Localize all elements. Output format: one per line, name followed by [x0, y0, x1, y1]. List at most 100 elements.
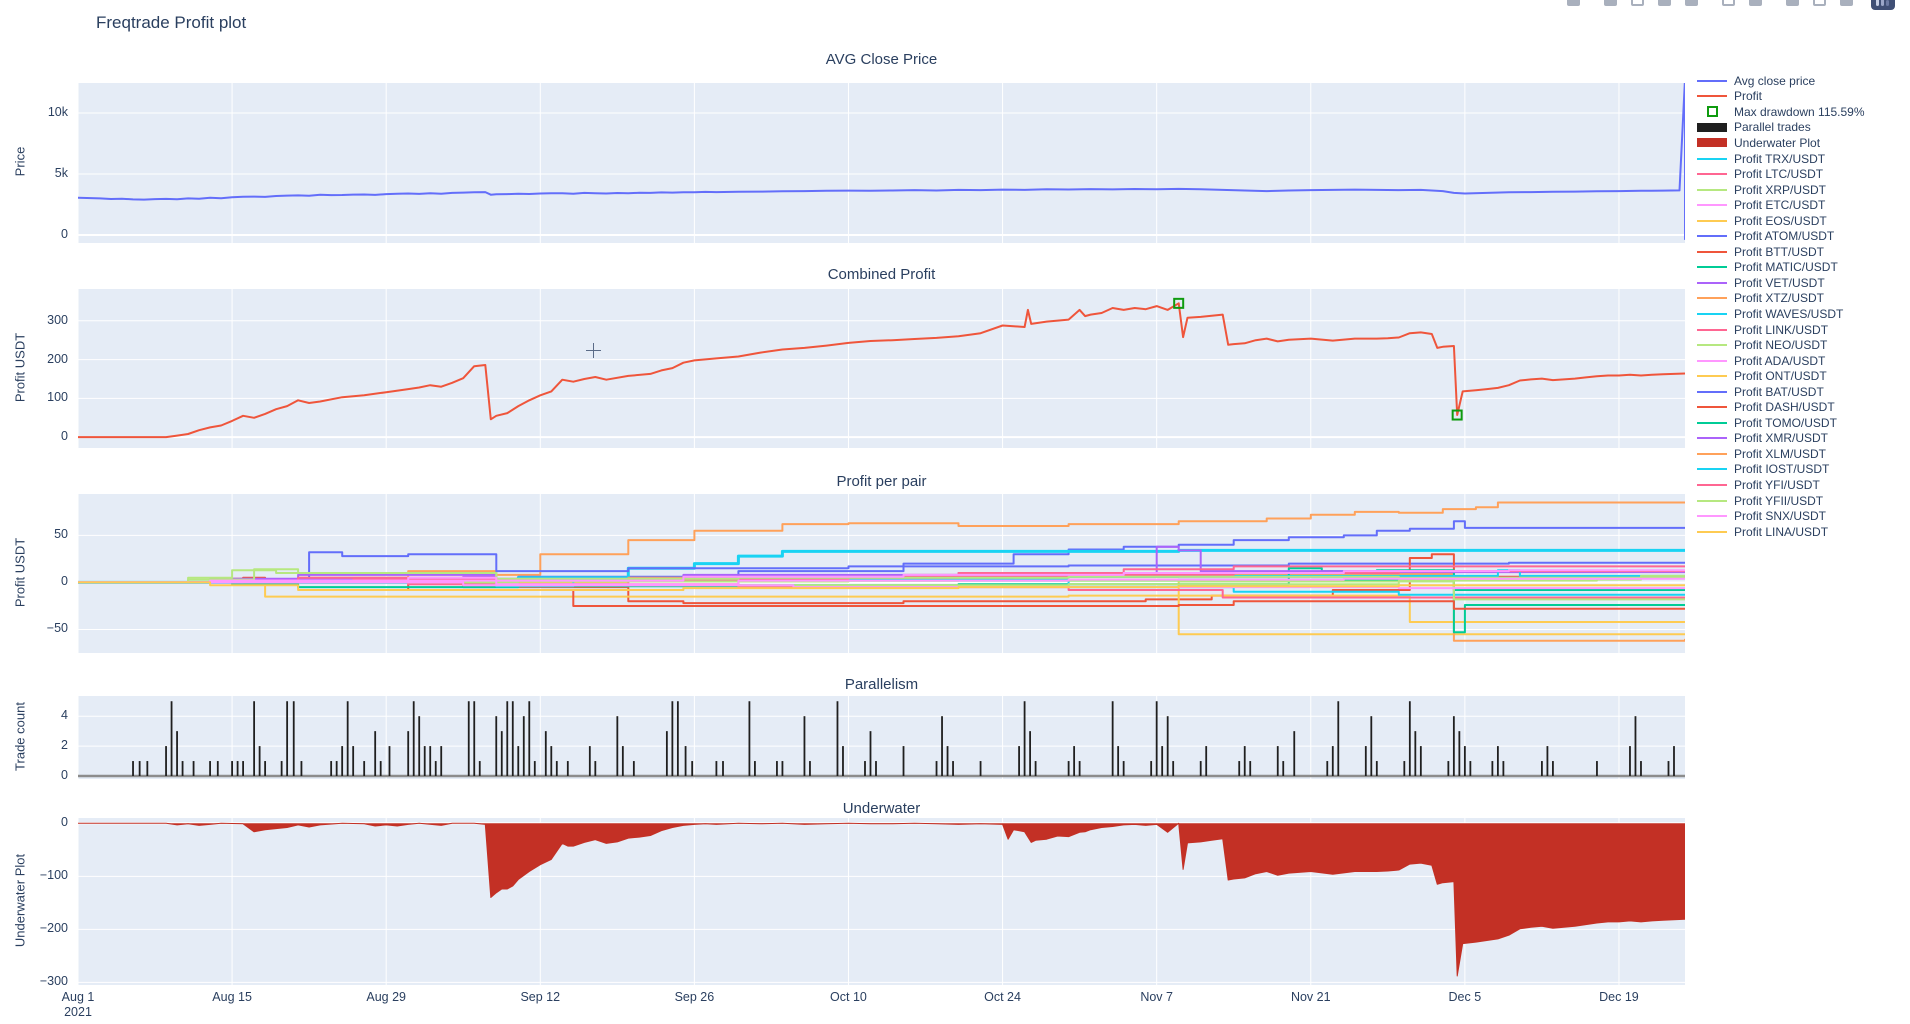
toggle-spikelines-icon[interactable]: [1784, 0, 1802, 9]
x-tick-label: Nov 21: [1290, 990, 1331, 1004]
zoom-in-icon[interactable]: [1656, 0, 1674, 9]
legend-line-marker: [1697, 235, 1727, 238]
legend-item-parallel-trades[interactable]: Parallel trades: [1697, 120, 1865, 136]
legend-line-marker: [1697, 122, 1727, 132]
camera-icon[interactable]: [1565, 0, 1583, 9]
legend-label: Profit LINA/USDT: [1734, 524, 1829, 539]
legend-label: Profit TRX/USDT: [1734, 151, 1826, 166]
legend-line-marker: [1697, 157, 1727, 160]
legend-item-profit-bat-usdt[interactable]: Profit BAT/USDT: [1697, 384, 1865, 400]
y-tick-underwater: −300: [39, 974, 68, 989]
page-title: Freqtrade Profit plot: [96, 13, 247, 32]
y-tick-combined_profit: 100: [47, 390, 68, 405]
legend-item-profit-yfii-usdt[interactable]: Profit YFII/USDT: [1697, 493, 1865, 509]
y-axis-label-underwater: Underwater Plot: [12, 853, 28, 947]
legend-square-marker: [1697, 106, 1727, 118]
legend: Avg close price Profit Max drawdown 115.59…: [1697, 73, 1865, 539]
y-tick-underwater: −200: [39, 921, 68, 936]
legend-item-profit-xrp-usdt[interactable]: Profit XRP/USDT: [1697, 182, 1865, 198]
legend-item-profit-iost-usdt[interactable]: Profit IOST/USDT: [1697, 462, 1865, 478]
subplot-parallelism[interactable]: [78, 696, 1685, 779]
legend-label: Profit DASH/USDT: [1734, 400, 1835, 415]
legend-item-profit-neo-usdt[interactable]: Profit NEO/USDT: [1697, 337, 1865, 353]
legend-label: Profit BTT/USDT: [1734, 244, 1825, 259]
series-profit-atom-usdt: [78, 551, 1685, 584]
legend-item-underwater-plot[interactable]: Underwater Plot: [1697, 135, 1865, 151]
legend-item-profit-xmr-usdt[interactable]: Profit XMR/USDT: [1697, 431, 1865, 447]
legend-item-profit-lina-usdt[interactable]: Profit LINA/USDT: [1697, 524, 1865, 540]
legend-item-profit-dash-usdt[interactable]: Profit DASH/USDT: [1697, 399, 1865, 415]
legend-item-profit-tomo-usdt[interactable]: Profit TOMO/USDT: [1697, 415, 1865, 431]
legend-item-profit-atom-usdt[interactable]: Profit ATOM/USDT: [1697, 228, 1865, 244]
subplot-profit_per_pair[interactable]: [78, 494, 1685, 653]
legend-item-profit-xtz-usdt[interactable]: Profit XTZ/USDT: [1697, 291, 1865, 307]
subplot-combined_profit[interactable]: [78, 289, 1685, 448]
y-tick-parallelism: 0: [61, 768, 68, 782]
legend-label: Profit LTC/USDT: [1734, 167, 1824, 182]
x-tick-label: Sep 26: [674, 990, 715, 1004]
y-tick-profit_per_pair: 50: [54, 527, 68, 542]
legend-line-marker: [1697, 138, 1727, 148]
legend-line-marker: [1697, 515, 1727, 518]
subplot-title-parallelism: Parallelism: [844, 676, 919, 693]
legend-item-profit-btt-usdt[interactable]: Profit BTT/USDT: [1697, 244, 1865, 260]
legend-label: Profit WAVES/USDT: [1734, 306, 1844, 321]
legend-item-profit-ltc-usdt[interactable]: Profit LTC/USDT: [1697, 166, 1865, 182]
legend-item-profit[interactable]: Profit: [1697, 89, 1865, 105]
legend-item-profit-trx-usdt[interactable]: Profit TRX/USDT: [1697, 151, 1865, 167]
zoom-icon[interactable]: [1602, 0, 1620, 9]
autoscale-icon[interactable]: [1720, 0, 1738, 9]
legend-item-profit-ont-usdt[interactable]: Profit ONT/USDT: [1697, 368, 1865, 384]
subplot-underwater[interactable]: [78, 818, 1685, 985]
x-tick-label: Aug 29: [366, 990, 406, 1004]
legend-item-profit-snx-usdt[interactable]: Profit SNX/USDT: [1697, 508, 1865, 524]
subplot-title-underwater: Underwater: [842, 800, 921, 817]
hover-compare-icon[interactable]: [1838, 0, 1856, 9]
legend-line-marker: [1697, 281, 1727, 284]
legend-line-marker: [1697, 499, 1727, 502]
hover-closest-icon[interactable]: [1811, 0, 1829, 9]
legend-item-profit-yfi-usdt[interactable]: Profit YFI/USDT: [1697, 477, 1865, 493]
legend-line-marker: [1697, 375, 1727, 378]
x-tick-label: Oct 10: [830, 990, 867, 1004]
legend-item-profit-vet-usdt[interactable]: Profit VET/USDT: [1697, 275, 1865, 291]
legend-line-marker: [1697, 173, 1727, 176]
legend-label: Profit BAT/USDT: [1734, 384, 1824, 399]
legend-item-max-drawdown-115-59-[interactable]: Max drawdown 115.59%: [1697, 104, 1865, 120]
legend-line-marker: [1697, 406, 1727, 409]
legend-line-marker: [1697, 452, 1727, 455]
series-avg-close-price: [78, 83, 1685, 240]
x-tick-label: Aug 1 2021: [61, 990, 95, 1019]
legend-label: Profit IOST/USDT: [1734, 462, 1830, 477]
y-tick-combined_profit: 300: [47, 312, 68, 327]
legend-label: Profit LINK/USDT: [1734, 322, 1829, 337]
y-tick-profit_per_pair: 0: [61, 574, 68, 589]
legend-item-profit-xlm-usdt[interactable]: Profit XLM/USDT: [1697, 446, 1865, 462]
x-tick-label: Sep 12: [520, 990, 561, 1004]
legend-line-marker: [1697, 390, 1727, 393]
legend-line-marker: [1697, 468, 1727, 471]
legend-line-marker: [1697, 328, 1727, 331]
pan-icon[interactable]: [1629, 0, 1647, 9]
legend-line-marker: [1697, 312, 1727, 315]
legend-item-profit-waves-usdt[interactable]: Profit WAVES/USDT: [1697, 306, 1865, 322]
y-tick-underwater: −100: [39, 868, 68, 883]
legend-item-avg-close-price[interactable]: Avg close price: [1697, 73, 1865, 89]
zoom-out-icon[interactable]: [1683, 0, 1701, 9]
legend-item-profit-eos-usdt[interactable]: Profit EOS/USDT: [1697, 213, 1865, 229]
legend-item-profit-link-usdt[interactable]: Profit LINK/USDT: [1697, 322, 1865, 338]
plotly-logo-icon[interactable]: [1871, 0, 1895, 10]
subplot-avg_close[interactable]: [78, 83, 1685, 243]
y-tick-underwater: 0: [61, 815, 68, 830]
subplot-title-combined_profit: Combined Profit: [827, 266, 936, 283]
reset-axes-icon[interactable]: [1747, 0, 1765, 9]
y-tick-avg_close: 0: [61, 227, 68, 241]
legend-item-profit-matic-usdt[interactable]: Profit MATIC/USDT: [1697, 260, 1865, 276]
legend-line-marker: [1697, 530, 1727, 533]
x-tick-label: Nov 7: [1140, 990, 1173, 1004]
legend-label: Profit XTZ/USDT: [1734, 291, 1825, 306]
legend-item-profit-ada-usdt[interactable]: Profit ADA/USDT: [1697, 353, 1865, 369]
legend-line-marker: [1697, 250, 1727, 253]
legend-item-profit-etc-usdt[interactable]: Profit ETC/USDT: [1697, 197, 1865, 213]
